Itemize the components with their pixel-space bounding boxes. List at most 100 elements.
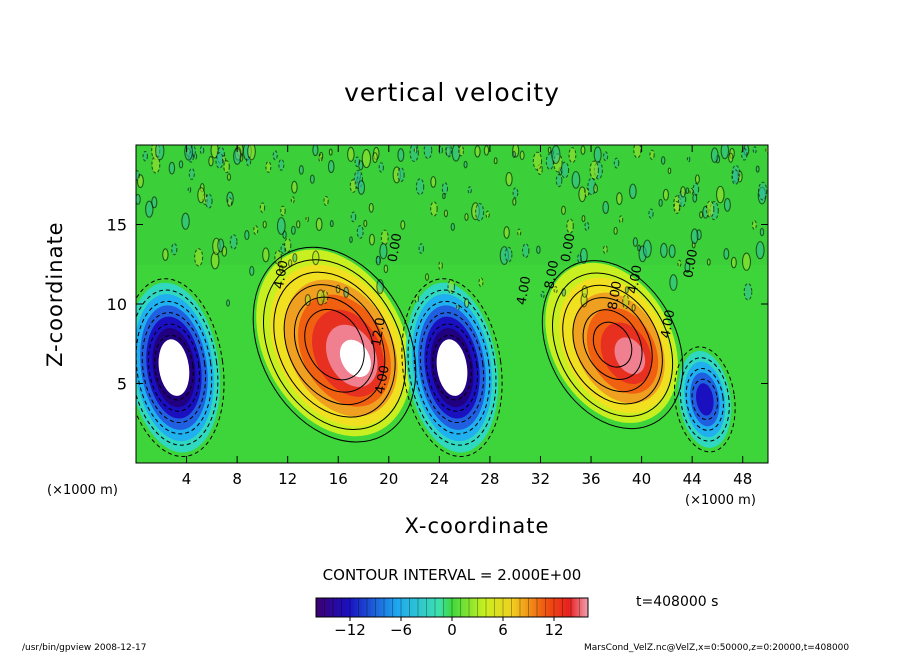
turbulence-contour (478, 277, 484, 287)
negative-contour (419, 312, 485, 424)
turbulence-contour (522, 243, 530, 259)
colorbar: −12 −6 0 6 12 (315, 597, 589, 639)
turbulence-contour (464, 212, 469, 221)
turbulence-contour (581, 214, 586, 223)
turbulence-contour (168, 161, 176, 175)
turbulence-contour (229, 234, 238, 250)
turbulence-contour (424, 273, 430, 281)
turbulence-contour (298, 165, 304, 175)
turbulence-contour (603, 151, 609, 162)
turbulence-contour (710, 147, 719, 163)
turbulence-contour (560, 161, 570, 179)
turbulence-contour (752, 146, 757, 154)
turbulence-contour (397, 148, 405, 162)
turbulence-contour (519, 150, 525, 161)
turbulence-contour (430, 176, 437, 188)
turbulence-contour (349, 236, 353, 243)
turbulence-contour (553, 286, 558, 294)
positive-contour (552, 272, 674, 417)
turbulence-contour (456, 303, 460, 311)
turbulence-contour (561, 205, 566, 216)
turbulence-contour (430, 201, 438, 217)
turbulence-contour (249, 265, 255, 277)
turbulence-contour (443, 209, 449, 218)
x-tick-label: 28 (480, 470, 499, 488)
turbulence-contour (584, 221, 590, 232)
negative-contour (154, 334, 194, 401)
turbulence-contour (622, 294, 630, 310)
turbulence-contour (354, 156, 361, 168)
negative-contour (147, 323, 200, 412)
turbulence-contour (685, 187, 690, 194)
positive-contour (562, 284, 663, 405)
turbulence-contour (309, 174, 315, 184)
turbulence-contour (414, 294, 420, 304)
contour-label: 0.00 (681, 248, 701, 279)
contour-label: 4.00 (514, 275, 534, 306)
turbulence-contour (290, 196, 295, 204)
blob-contours (136, 246, 736, 457)
turbulence-contour (136, 193, 141, 205)
turbulence-contour (540, 290, 545, 299)
turbulence-contour (536, 245, 541, 255)
negative-contour (136, 278, 225, 457)
turbulence-contour (296, 220, 301, 229)
positive-contour (572, 297, 653, 393)
turbulence-contour (613, 157, 620, 169)
turbulence-contour (193, 153, 198, 160)
turbulence-contour (290, 225, 296, 235)
turbulence-contour (532, 151, 543, 171)
turbulence-contour (720, 145, 730, 160)
positive-cell-level (339, 339, 371, 378)
turbulence-contour (253, 225, 259, 235)
turbulence-contour (368, 202, 374, 213)
turbulence-contour (673, 201, 681, 215)
turbulence-contour (706, 258, 711, 266)
turbulence-contour (312, 145, 319, 157)
x-tick-label: 36 (581, 470, 600, 488)
turbulence-contour (226, 173, 232, 181)
turbulence-contour (467, 186, 472, 195)
turbulence-contour (347, 146, 355, 162)
turbulence-contour (208, 156, 214, 167)
turbulence-contour (731, 169, 740, 185)
turbulence-contour (464, 297, 470, 308)
turbulence-contour (629, 183, 637, 199)
turbulence-contour (632, 237, 638, 247)
turbulence-contour (686, 155, 691, 163)
turbulence-contour (223, 160, 230, 174)
turbulence-contour (728, 152, 734, 163)
turbulence-contour (188, 168, 195, 180)
contour-label: 4.00 (373, 364, 393, 395)
turbulence-contour (397, 167, 405, 183)
turbulence-contour (658, 198, 663, 207)
turbulence-contour (151, 196, 158, 209)
turbulence-contour (458, 145, 465, 157)
turbulence-contour (413, 146, 418, 154)
contour-label: 8.00 (606, 280, 626, 311)
turbulence-contour (368, 233, 375, 246)
turbulence-contour (312, 250, 320, 266)
positive-contour (592, 321, 633, 368)
turbulence-contour (723, 248, 730, 260)
turbulence-contour (187, 186, 192, 193)
turbulence-contour (512, 187, 519, 199)
negative-contour (679, 357, 730, 442)
turbulence-contour (447, 279, 456, 295)
positive-contour (541, 260, 684, 430)
contour-label: 4.00 (626, 264, 646, 295)
contour-interval: CONTOUR INTERVAL = 2.000E+00 (322, 566, 582, 584)
turbulence-contour (551, 145, 561, 165)
turbulence-contour (162, 248, 169, 261)
turbulence-contour (445, 145, 453, 158)
colorbar-tick-label: 0 (447, 621, 457, 639)
turbulence-contour (357, 180, 366, 195)
contour-labels: 12.04.008.004.000.008.004.004.000.000.00… (272, 232, 701, 395)
turbulence-contour (327, 160, 335, 174)
turbulence-contour (660, 242, 668, 258)
y-tick-label: 5 (117, 375, 127, 394)
contour-label: 12.0 (369, 316, 389, 347)
turbulence-contour (485, 210, 490, 219)
turbulence-contour (142, 150, 148, 162)
turbulence-contour (356, 225, 364, 239)
